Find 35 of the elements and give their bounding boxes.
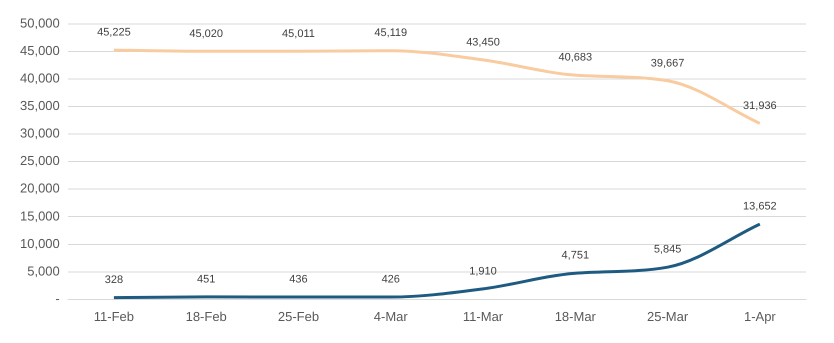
x-tick-label: 4-Mar <box>374 308 408 324</box>
y-tick-label: 35,000 <box>20 98 60 114</box>
data-label: 45,119 <box>374 27 408 40</box>
y-tick-label: 20,000 <box>20 180 60 196</box>
data-label: 45,020 <box>189 28 224 40</box>
y-tick-label: 45,000 <box>20 42 60 58</box>
data-label: 45,225 <box>97 26 131 39</box>
data-label: 13,652 <box>743 200 777 213</box>
x-tick-label: 25-Mar <box>646 308 689 324</box>
y-tick-label: 30,000 <box>20 126 60 141</box>
y-tick-label: - <box>55 290 60 306</box>
data-label: 31,936 <box>743 100 777 112</box>
y-tick-label: 25,000 <box>20 153 60 168</box>
data-label: 451 <box>197 273 216 286</box>
data-label: 4,751 <box>562 250 590 262</box>
y-tick-label: 10,000 <box>20 236 60 251</box>
data-label: 5,845 <box>654 244 682 256</box>
data-label: 43,450 <box>466 36 500 48</box>
x-tick-label: 11-Feb <box>94 308 134 324</box>
x-tick-label: 25-Feb <box>278 308 320 324</box>
y-tick-label: 5,000 <box>27 263 60 278</box>
y-tick-label: 15,000 <box>20 208 60 224</box>
y-tick-label: 50,000 <box>20 15 60 30</box>
data-label: 1,910 <box>469 265 497 278</box>
y-tick-label: 40,000 <box>20 70 60 86</box>
data-label: 45,011 <box>282 28 315 40</box>
x-tick-label: 18-Mar <box>554 308 597 324</box>
x-tick-label: 18-Feb <box>186 308 227 324</box>
data-label: 328 <box>104 274 124 286</box>
data-label: 426 <box>382 274 400 286</box>
data-label: 39,667 <box>650 57 684 70</box>
x-tick-label: 11-Mar <box>462 308 504 324</box>
data-label: 436 <box>289 274 308 286</box>
x-tick-label: 1-Apr <box>744 308 776 324</box>
data-label: 40,683 <box>558 52 592 64</box>
